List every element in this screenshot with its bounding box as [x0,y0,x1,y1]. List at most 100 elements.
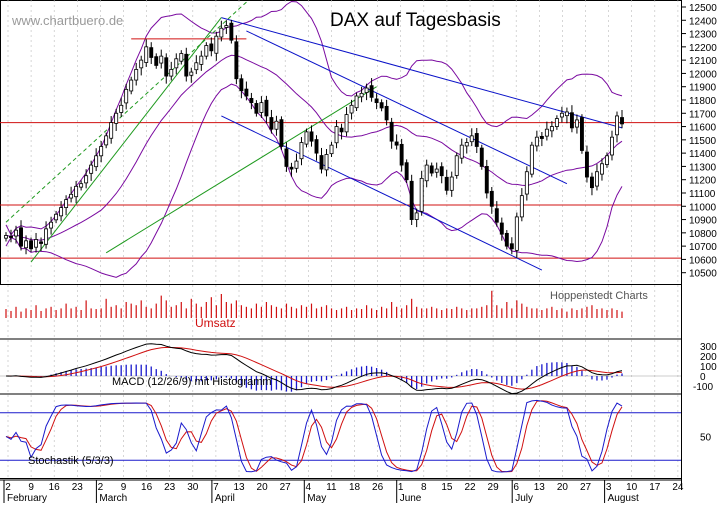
candle-body [444,176,449,191]
price-y-tick-label: 11900 [689,83,717,94]
x-month-label: August [608,493,639,503]
candle-body [184,53,189,77]
x-month-label: May [307,493,326,503]
candle-body [369,85,374,98]
candle-body [74,185,79,198]
x-day-tick-label: 27 [580,482,592,493]
candle-body [274,120,279,130]
candle-body [14,229,18,237]
trend-line-green-dashed [5,0,250,223]
price-y-tick-label: 11200 [689,176,717,187]
candle-body [459,144,464,159]
price-y-tick-label: 11500 [689,136,717,147]
price-y-tick-label: 12300 [689,30,717,41]
volume-bars [5,290,623,318]
candle-body [34,239,39,248]
x-day-tick-label: 30 [187,482,199,493]
candle-body [464,142,469,147]
candle-body [474,133,479,147]
price-y-tick-label: 11100 [689,189,716,200]
candle-body [219,27,224,38]
x-day-tick-label: 16 [49,482,61,493]
macd-y-tick-label: -100 [693,382,713,393]
candle-body [349,104,354,114]
source-label: Hoppenstedt Charts [550,290,648,302]
price-y-tick-label: 11300 [689,162,717,173]
x-day-tick-label: 2 [98,482,104,493]
candle-body [259,102,264,113]
x-day-tick-label: 27 [280,482,292,493]
candle-body [154,56,159,66]
candle-body [519,195,524,218]
candle-body [234,41,239,80]
candle-body [414,212,419,220]
candle-body [189,71,194,76]
candle-body [194,62,199,71]
candle-body [569,112,574,129]
candle-body [249,97,254,104]
candle-body [504,232,509,247]
candle-body [589,176,594,189]
candle-body [229,22,234,41]
candle-body [494,208,499,223]
candle-body [484,166,489,194]
candle-body [620,117,624,125]
x-day-tick-label: 29 [488,482,500,493]
candle-body [224,25,229,28]
channel-upper-line [221,17,623,129]
price-y-tick-label: 11000 [689,202,717,213]
x-day-tick-label: 9 [121,482,127,493]
candle-body [164,57,169,77]
x-month-label: March [99,493,127,503]
x-day-tick-label: 11 [326,482,337,493]
watermark: www.chartbuero.de [11,13,123,28]
channel-lower-line [221,115,543,271]
candle-body [419,177,424,212]
price-y-tick-label: 12100 [689,56,717,67]
candle-body [319,155,324,170]
candle-body [334,126,339,144]
y-axis-labels: 12500 12400 12300 12200 12100 12000 11900 11800… [681,3,717,444]
stoch-label: Stochastik (5/3/3) [28,455,114,467]
candle-body [104,135,109,146]
candle-body [109,122,114,139]
candle-body [19,227,23,247]
candle-body [524,171,529,195]
price-y-tick-label: 12200 [689,43,717,54]
candle-body [339,127,344,133]
candle-body [479,147,484,167]
candle-body [289,166,294,170]
x-day-tick-label: 23 [72,482,84,493]
macd-y-tick-label: 100 [700,362,717,373]
macd-line [5,343,623,395]
candle-body [239,78,244,92]
candle-body [304,131,309,145]
candle-body [4,235,8,239]
bollinger-lower [5,83,623,278]
candle-body [359,92,364,98]
candle-body [144,46,149,63]
candle-body [439,166,444,177]
x-month-label: February [7,493,47,503]
chart-title: DAX auf Tagesbasis [330,10,501,31]
channel-mid-line [246,30,568,185]
candle-body [309,131,314,142]
candle-body [539,135,544,139]
x-month-label: April [215,493,235,503]
candle-body [244,88,249,97]
candle-body [384,105,389,121]
candle-body [364,87,369,93]
x-day-tick-label: 16 [141,482,153,493]
candle-body [389,121,394,142]
candle-body [374,98,379,104]
candle-body [469,135,474,143]
price-y-tick-label: 10500 [689,269,717,280]
candle-body [499,222,504,235]
candle-body [404,162,409,181]
candle-body [129,79,134,92]
bollinger-upper [5,0,623,236]
volume-label: Umsatz [195,316,236,330]
x-day-tick-label: 1 [398,482,404,493]
